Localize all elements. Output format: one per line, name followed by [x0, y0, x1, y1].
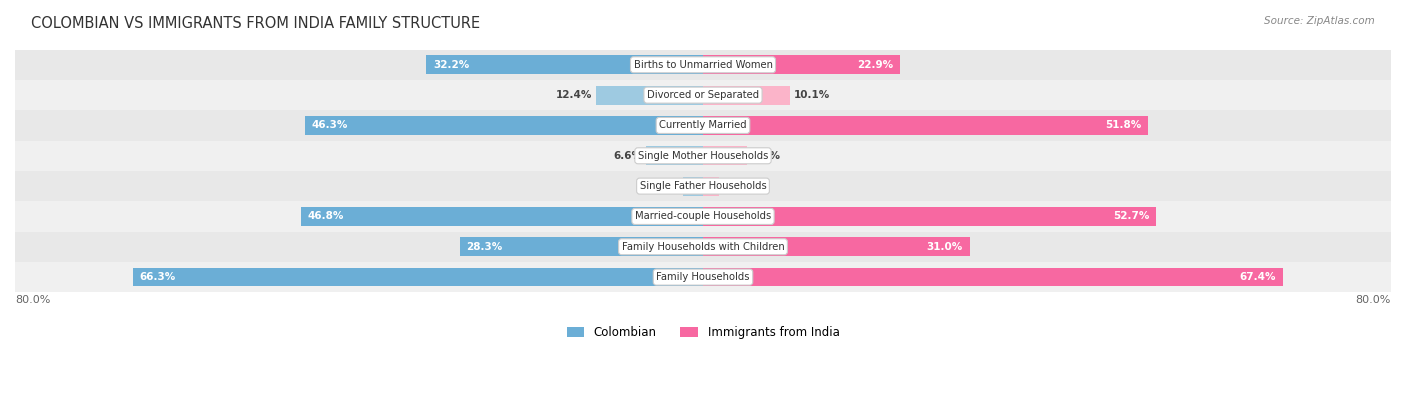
Bar [15, 141, 1391, 171]
Bar [15, 80, 1391, 110]
Bar [15, 110, 1391, 141]
Bar [703, 268, 1282, 286]
Bar [703, 177, 720, 196]
Bar [15, 201, 1391, 231]
Text: 5.1%: 5.1% [751, 151, 780, 161]
Text: Divorced or Separated: Divorced or Separated [647, 90, 759, 100]
Bar [15, 262, 1391, 292]
Bar [301, 207, 703, 226]
Text: 46.3%: 46.3% [312, 120, 349, 130]
Bar [703, 207, 1156, 226]
Bar [15, 171, 1391, 201]
Text: 12.4%: 12.4% [555, 90, 592, 100]
Text: 66.3%: 66.3% [139, 272, 176, 282]
Bar [703, 116, 1149, 135]
Bar [460, 237, 703, 256]
Bar [132, 268, 703, 286]
Bar [426, 55, 703, 74]
Bar [15, 231, 1391, 262]
Bar [305, 116, 703, 135]
Text: 32.2%: 32.2% [433, 60, 470, 70]
Text: 46.8%: 46.8% [308, 211, 344, 222]
Text: 80.0%: 80.0% [15, 295, 51, 305]
Text: Currently Married: Currently Married [659, 120, 747, 130]
Text: Source: ZipAtlas.com: Source: ZipAtlas.com [1264, 16, 1375, 26]
Text: Births to Unmarried Women: Births to Unmarried Women [634, 60, 772, 70]
Text: 10.1%: 10.1% [794, 90, 831, 100]
Text: 67.4%: 67.4% [1239, 272, 1275, 282]
Text: Single Mother Households: Single Mother Households [638, 151, 768, 161]
Text: COLOMBIAN VS IMMIGRANTS FROM INDIA FAMILY STRUCTURE: COLOMBIAN VS IMMIGRANTS FROM INDIA FAMIL… [31, 16, 479, 31]
Text: 28.3%: 28.3% [467, 242, 503, 252]
Text: 51.8%: 51.8% [1105, 120, 1142, 130]
Text: 1.9%: 1.9% [724, 181, 752, 191]
Bar [683, 177, 703, 196]
Text: 52.7%: 52.7% [1114, 211, 1149, 222]
Bar [596, 86, 703, 105]
Bar [703, 237, 970, 256]
Text: 2.3%: 2.3% [650, 181, 679, 191]
Text: Married-couple Households: Married-couple Households [636, 211, 770, 222]
Text: 22.9%: 22.9% [856, 60, 893, 70]
Bar [15, 50, 1391, 80]
Text: 6.6%: 6.6% [613, 151, 643, 161]
Legend: Colombian, Immigrants from India: Colombian, Immigrants from India [562, 322, 844, 344]
Bar [647, 147, 703, 165]
Bar [703, 147, 747, 165]
Text: 80.0%: 80.0% [1355, 295, 1391, 305]
Bar [703, 86, 790, 105]
Text: Family Households with Children: Family Households with Children [621, 242, 785, 252]
Text: Family Households: Family Households [657, 272, 749, 282]
Bar [703, 55, 900, 74]
Text: 31.0%: 31.0% [927, 242, 963, 252]
Text: Single Father Households: Single Father Households [640, 181, 766, 191]
